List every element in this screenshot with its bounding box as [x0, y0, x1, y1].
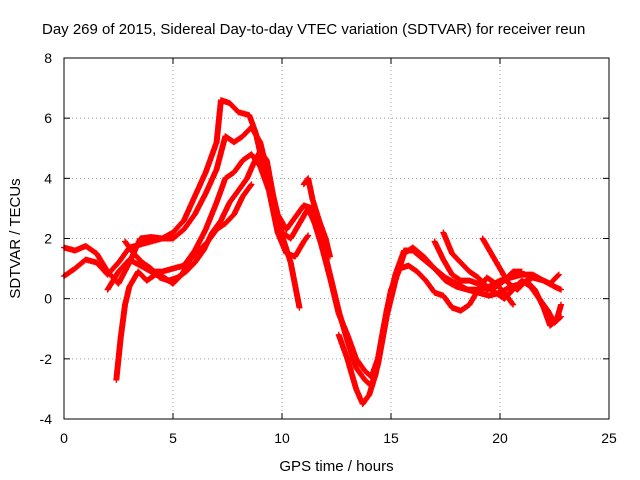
- data-point-markers: [300, 175, 333, 260]
- series-track-8: [479, 235, 565, 329]
- y-axis-label: SDTVAR / TECUs: [7, 178, 24, 298]
- series-track-6: [335, 262, 517, 407]
- y-tick-label: 8: [44, 50, 52, 66]
- x-tick-label: 5: [169, 430, 177, 446]
- chart-title: Day 269 of 2015, Sidereal Day-to-day VTE…: [42, 21, 585, 38]
- series-track-9: [431, 238, 525, 293]
- y-tick-label: 0: [44, 291, 52, 307]
- x-tick-label: 25: [601, 430, 617, 446]
- y-tick-label: 4: [44, 170, 52, 186]
- y-tick-label: -2: [40, 351, 53, 367]
- x-tick-label: 10: [274, 430, 290, 446]
- y-tick-label: 6: [44, 110, 52, 126]
- series-layer: [61, 97, 565, 407]
- data-point-markers: [335, 262, 517, 407]
- x-tick-label: 0: [60, 430, 68, 446]
- data-point-markers: [431, 238, 525, 293]
- series-track-10: [300, 175, 333, 260]
- y-tick-label: -4: [40, 411, 53, 427]
- y-tick-label: 2: [44, 231, 52, 247]
- x-axis-label: GPS time / hours: [279, 458, 393, 475]
- series-track-5: [113, 181, 255, 383]
- data-point-markers: [113, 181, 255, 383]
- axis-layer: 0 5 10 15 20 25 -4 -2 0 2 4 6 8: [40, 50, 617, 446]
- data-point-markers: [479, 235, 565, 329]
- x-tick-label: 20: [492, 430, 508, 446]
- x-tick-label: 15: [383, 430, 399, 446]
